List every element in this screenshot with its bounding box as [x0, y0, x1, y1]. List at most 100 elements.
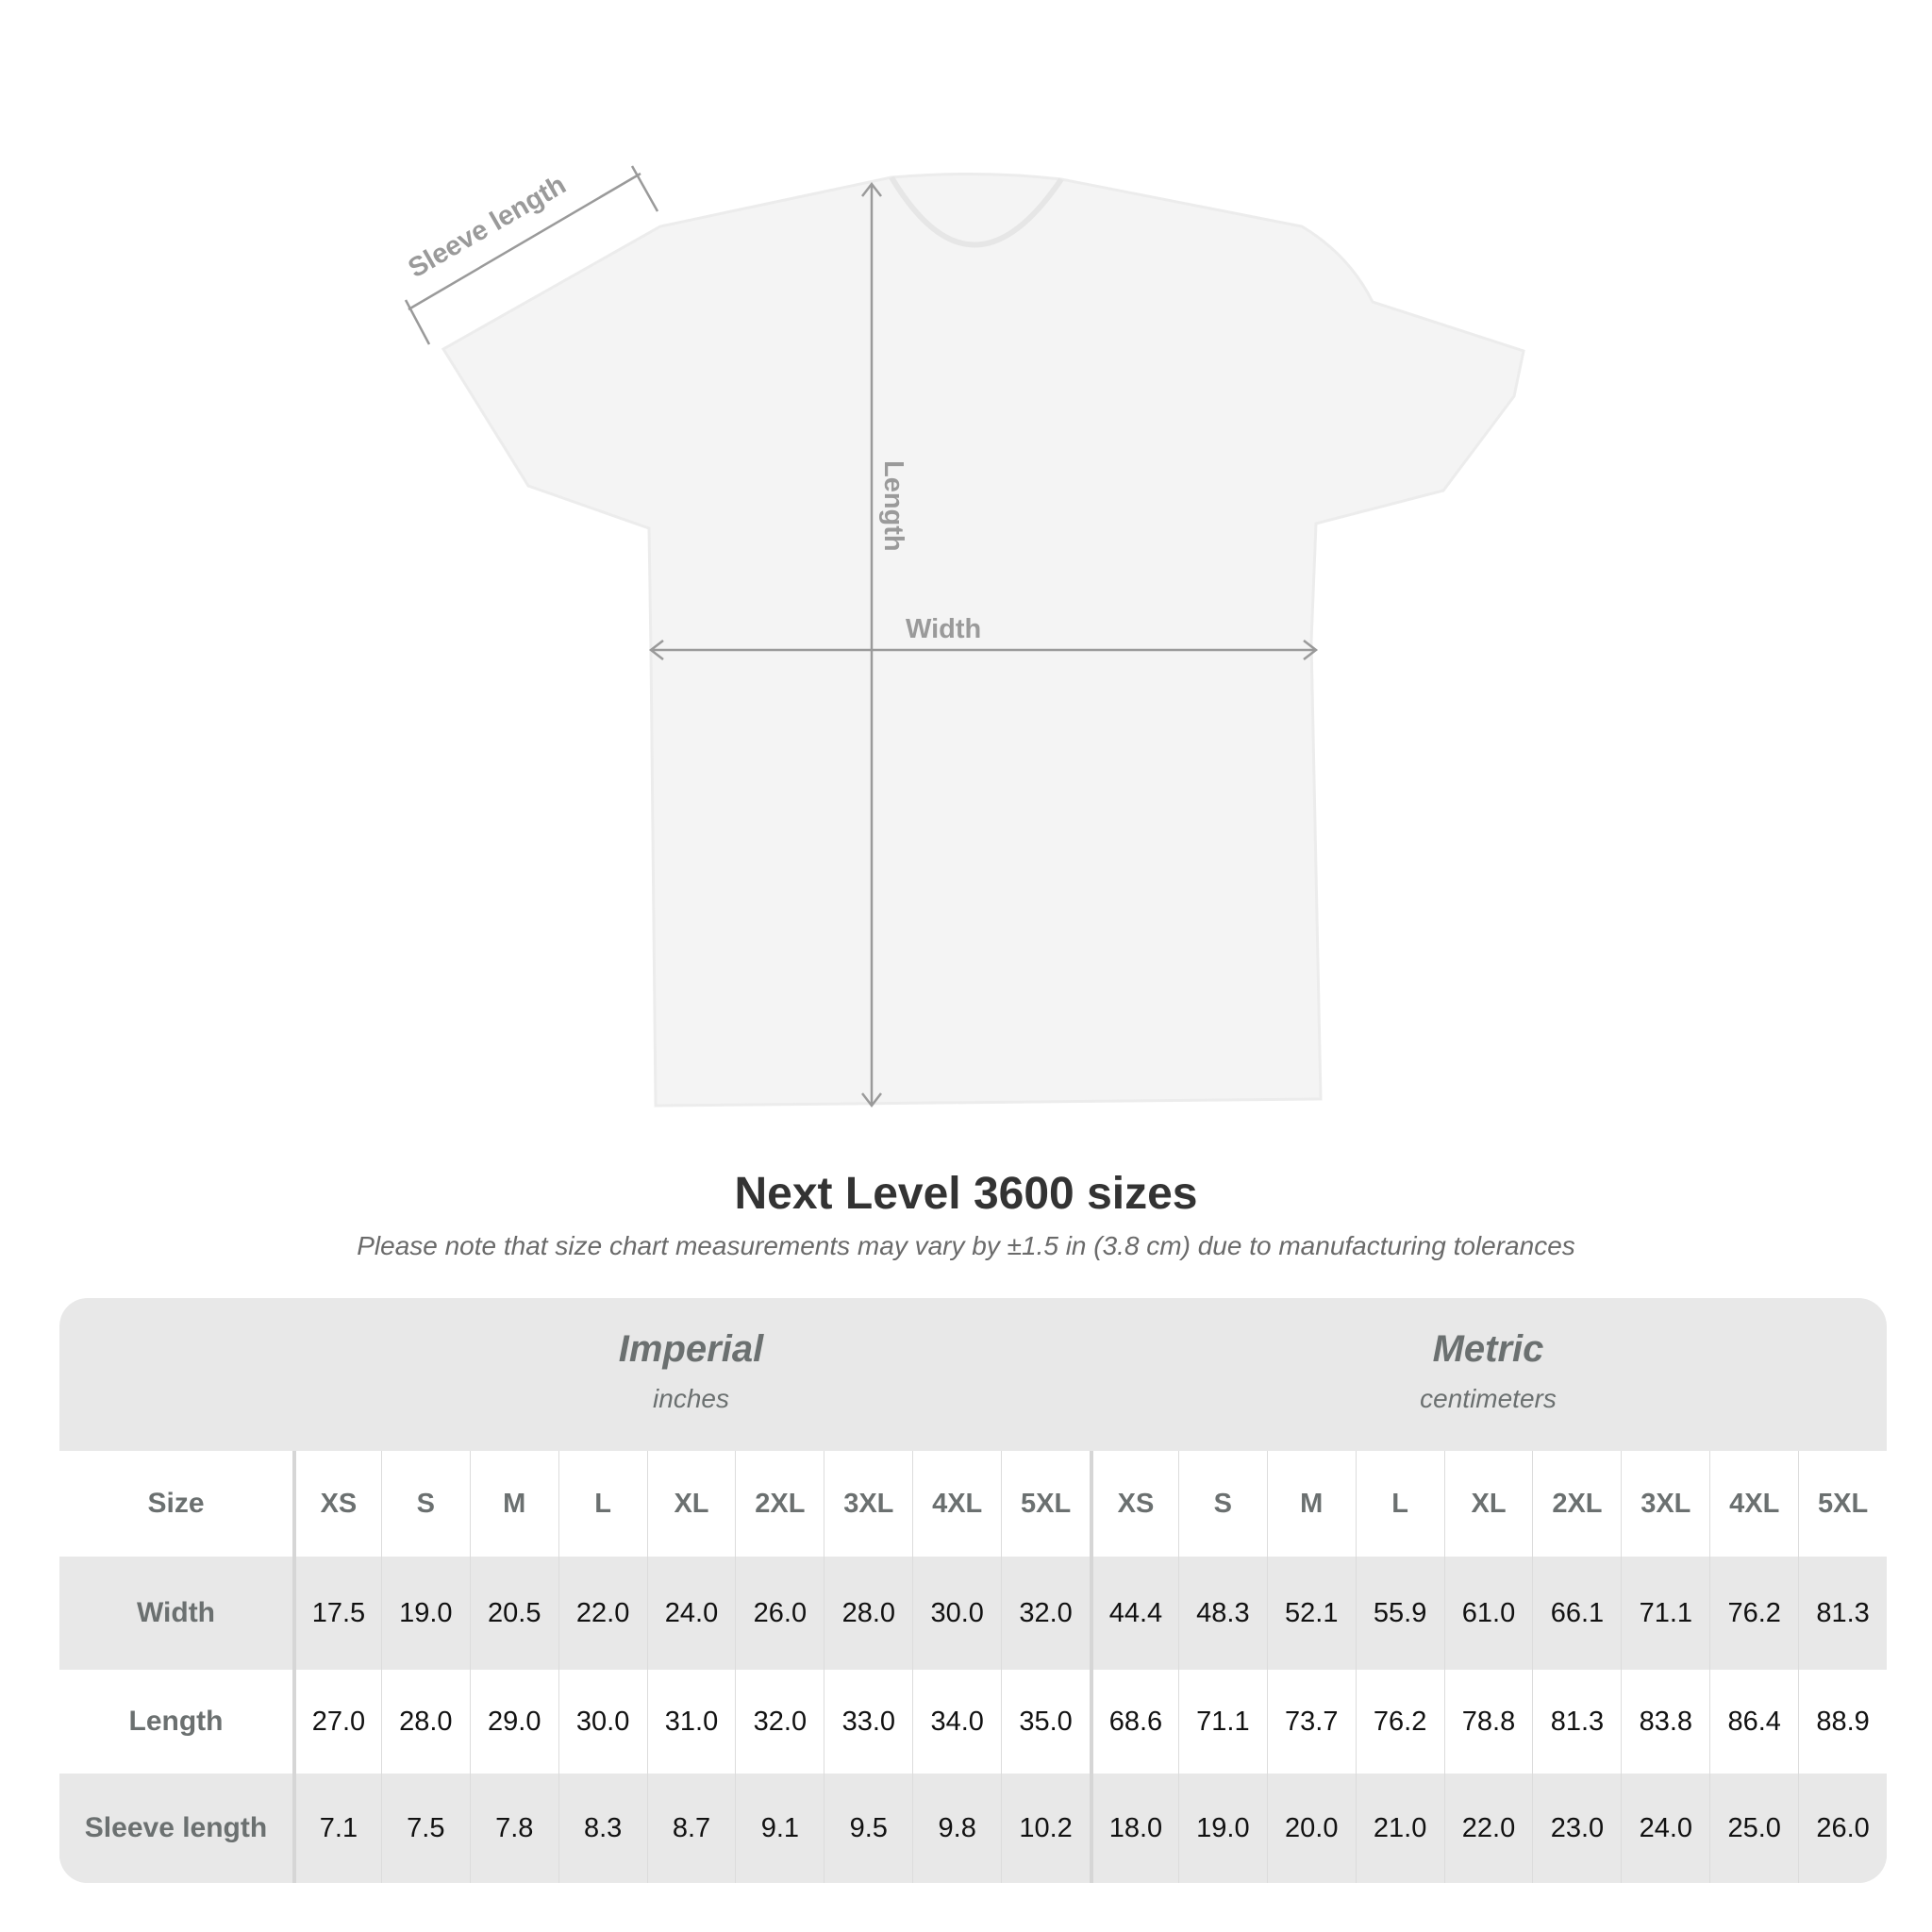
table-cell-metric: 21.0 — [1355, 1774, 1444, 1883]
table-cell-imperial: 7.5 — [380, 1774, 470, 1883]
size-header-imperial: 3XL — [824, 1451, 912, 1557]
table-cell-imperial: 7.8 — [469, 1774, 558, 1883]
table-cell-imperial: 26.0 — [735, 1557, 824, 1670]
size-header-row: Size XS S M L XL 2XL 3XL 4XL 5XL XS S M L XL 2XL 3XL 4XL 5… — [59, 1451, 1887, 1557]
table-cell-imperial: 7.1 — [292, 1774, 381, 1883]
metric-unit: centimeters — [1420, 1384, 1557, 1413]
table-cell-imperial: 34.0 — [912, 1670, 1001, 1774]
table-cell-imperial: 31.0 — [646, 1670, 736, 1774]
imperial-label: Imperial — [618, 1328, 764, 1370]
table-cell-imperial: 32.0 — [1001, 1557, 1090, 1670]
table-cell-metric: 61.0 — [1443, 1557, 1533, 1670]
size-header-metric: 2XL — [1532, 1451, 1621, 1557]
size-header-metric: 3XL — [1621, 1451, 1709, 1557]
table-cell-imperial: 17.5 — [292, 1557, 381, 1670]
table-cell-imperial: 19.0 — [380, 1557, 470, 1670]
table-cell-imperial: 29.0 — [469, 1670, 558, 1774]
table-cell-metric: 24.0 — [1621, 1774, 1709, 1883]
row-label: Sleeve length — [84, 1812, 268, 1843]
size-header-imperial: M — [469, 1451, 558, 1557]
table-cell-imperial: 24.0 — [646, 1557, 736, 1670]
size-header-metric: S — [1177, 1451, 1267, 1557]
table-cell-metric: 55.9 — [1355, 1557, 1444, 1670]
table-row: Width 17.5 19.0 20.5 22.0 24.0 26.0 28.0 30.0 32.… — [59, 1557, 1887, 1670]
imperial-unit: inches — [653, 1384, 729, 1413]
table-cell-metric: 88.9 — [1798, 1670, 1887, 1774]
table-cell-metric: 66.1 — [1532, 1557, 1621, 1670]
size-table: Imperial inches Metric centimeters Size X… — [59, 1298, 1887, 1883]
table-row: Length 27.0 28.0 29.0 30.0 31.0 32.0 33.0 34.0 35… — [59, 1670, 1887, 1774]
table-cell-imperial: 8.3 — [558, 1774, 647, 1883]
table-cell-imperial: 9.8 — [912, 1774, 1001, 1883]
size-header-imperial: XL — [646, 1451, 736, 1557]
width-label: Width — [906, 614, 981, 644]
size-header-metric: XL — [1443, 1451, 1533, 1557]
size-header-imperial: L — [558, 1451, 647, 1557]
table-cell-metric: 52.1 — [1266, 1557, 1356, 1670]
size-header-imperial: 5XL — [1001, 1451, 1090, 1557]
table-cell-metric: 22.0 — [1443, 1774, 1533, 1883]
table-cell-metric: 18.0 — [1090, 1774, 1178, 1883]
page-title: Next Level 3600 sizes — [734, 1169, 1198, 1219]
sleeve-arrow — [408, 172, 641, 311]
table-cell-imperial: 22.0 — [558, 1557, 647, 1670]
table-cell-metric: 78.8 — [1443, 1670, 1533, 1774]
sleeve-arrow-tick-left — [404, 299, 431, 345]
length-arrow-head-bottom — [861, 1092, 882, 1108]
size-header-imperial: 2XL — [735, 1451, 824, 1557]
table-cell-metric: 23.0 — [1532, 1774, 1621, 1883]
size-header-metric: 4XL — [1709, 1451, 1798, 1557]
row-label: Length — [128, 1706, 224, 1737]
table-cell-imperial: 8.7 — [646, 1774, 736, 1883]
table-cell-metric: 44.4 — [1090, 1557, 1178, 1670]
length-label: Length — [878, 460, 908, 552]
table-cell-metric: 86.4 — [1709, 1670, 1798, 1774]
row-label: Width — [136, 1597, 216, 1628]
width-arrow-head-left — [648, 640, 664, 660]
width-arrow-head-right — [1303, 640, 1319, 660]
table-cell-imperial: 9.5 — [824, 1774, 912, 1883]
table-cell-imperial: 10.2 — [1001, 1774, 1090, 1883]
size-header-imperial: XS — [292, 1451, 381, 1557]
table-cell-metric: 81.3 — [1798, 1557, 1887, 1670]
table-cell-imperial: 28.0 — [380, 1670, 470, 1774]
table-cell-metric: 68.6 — [1090, 1670, 1178, 1774]
tolerance-note: Please note that size chart measurements… — [357, 1231, 1575, 1260]
size-header-metric: M — [1266, 1451, 1356, 1557]
table-cell-imperial: 35.0 — [1001, 1670, 1090, 1774]
table-cell-metric: 26.0 — [1798, 1774, 1887, 1883]
size-header-imperial: S — [380, 1451, 470, 1557]
table-cell-metric: 83.8 — [1621, 1670, 1709, 1774]
table-cell-metric: 73.7 — [1266, 1670, 1356, 1774]
sleeve-length-label: Sleeve length — [404, 170, 572, 284]
metric-label: Metric — [1432, 1328, 1544, 1370]
table-row: Sleeve length 7.1 7.5 7.8 8.3 8.7 9.1 9.5 9.8 10.… — [59, 1774, 1887, 1883]
table-cell-imperial: 9.1 — [735, 1774, 824, 1883]
size-header-metric: XS — [1090, 1451, 1178, 1557]
table-cell-metric: 81.3 — [1532, 1670, 1621, 1774]
table-cell-metric: 76.2 — [1709, 1557, 1798, 1670]
table-cell-metric: 19.0 — [1177, 1774, 1267, 1883]
tshirt-diagram: Sleeve length Length Width — [404, 165, 1525, 1108]
table-cell-imperial: 33.0 — [824, 1670, 912, 1774]
table-cell-metric: 76.2 — [1355, 1670, 1444, 1774]
sleeve-arrow-tick-right — [630, 165, 659, 212]
size-header-metric: L — [1355, 1451, 1444, 1557]
metric-header: Metric centimeters — [1090, 1298, 1887, 1451]
tshirt-image — [441, 172, 1525, 1108]
table-cell-imperial: 32.0 — [735, 1670, 824, 1774]
size-header-metric: 5XL — [1798, 1451, 1887, 1557]
table-cell-metric: 48.3 — [1177, 1557, 1267, 1670]
table-cell-metric: 71.1 — [1177, 1670, 1267, 1774]
table-cell-metric: 20.0 — [1266, 1774, 1356, 1883]
table-cell-imperial: 28.0 — [824, 1557, 912, 1670]
imperial-header: Imperial inches — [292, 1298, 1090, 1451]
size-header-imperial: 4XL — [912, 1451, 1001, 1557]
length-arrow-head-top — [861, 181, 882, 197]
table-cell-imperial: 30.0 — [558, 1670, 647, 1774]
table-cell-metric: 71.1 — [1621, 1557, 1709, 1670]
table-cell-imperial: 30.0 — [912, 1557, 1001, 1670]
row-label: Size — [147, 1488, 205, 1519]
table-cell-metric: 25.0 — [1709, 1774, 1798, 1883]
table-cell-imperial: 27.0 — [292, 1670, 381, 1774]
